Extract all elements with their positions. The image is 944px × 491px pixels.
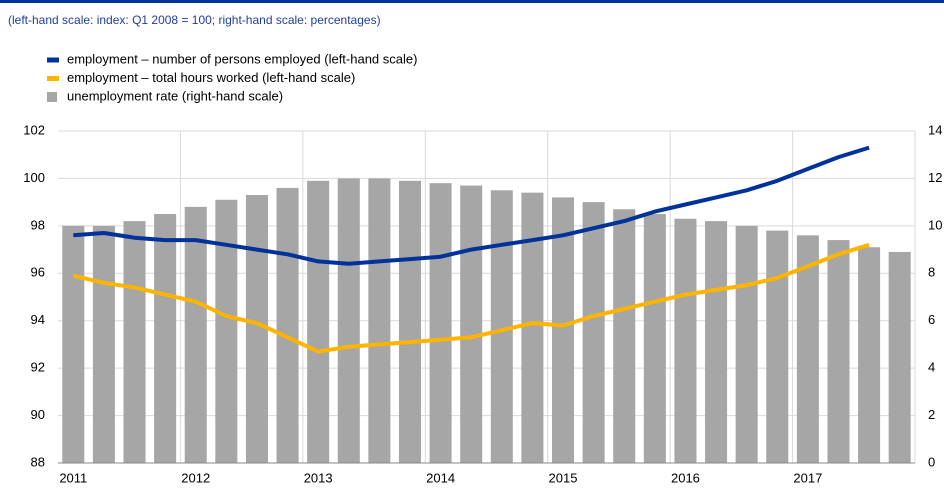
y2-tick-label: 12 [928,170,942,185]
bar [613,209,636,463]
y-tick-label: 94 [31,312,45,327]
bar [490,190,513,464]
bar [643,214,666,463]
bar [307,180,330,464]
x-tick-label: 2016 [671,470,700,485]
x-tick-label: 2013 [304,470,333,485]
bar [92,225,115,463]
y2-tick-label: 14 [928,122,942,137]
bar [796,235,819,463]
bar [368,178,391,463]
x-tick-label: 2011 [59,470,87,485]
line [73,145,870,266]
x-tick-label: 2014 [426,470,455,485]
y2-tick-label: 8 [928,265,935,280]
y2-tick-label: 2 [928,407,935,422]
y2-tick-label: 6 [928,312,935,327]
bar [674,218,697,463]
x-tick-label: 2012 [181,470,210,485]
bar [521,192,544,463]
bar [858,247,881,463]
bar [398,180,422,464]
top-rule [0,0,944,3]
bar [62,225,85,463]
bar [123,221,146,463]
y-tick-label: 100 [23,170,45,185]
legend-swatch [47,57,59,63]
x-tick-label: 2015 [549,470,578,485]
bar [184,206,207,463]
legend-label: employment – number of persons employed … [67,51,417,66]
y-tick-label: 102 [23,122,45,137]
line [72,242,870,354]
legend-label: unemployment rate (right-hand scale) [67,88,283,103]
y2-tick-label: 4 [928,360,935,375]
bar [460,185,483,464]
bar [582,202,605,463]
legend-swatch [47,92,57,102]
y-tick-label: 96 [31,265,45,280]
bar [429,183,452,463]
y-tick-label: 88 [31,454,45,469]
bar [337,178,360,463]
bar [766,230,789,463]
y-tick-label: 92 [31,360,45,375]
y2-tick-label: 10 [928,217,942,232]
y2-tick-label: 0 [928,454,935,469]
x-tick-label: 2017 [793,470,822,485]
bar [888,251,911,463]
bar [551,197,575,463]
bar [215,199,238,463]
y-tick-label: 90 [31,407,45,422]
legend-swatch [47,76,59,81]
bar [735,225,758,463]
bar [827,240,850,463]
legend-label: employment – total hours worked (left-ha… [67,70,355,85]
bar [245,195,268,463]
bar [705,221,728,463]
bar [276,187,299,463]
bar [154,214,177,463]
chart-subtitle: (left-hand scale: index: Q1 2008 = 100; … [8,13,381,27]
y-tick-label: 98 [31,217,45,232]
